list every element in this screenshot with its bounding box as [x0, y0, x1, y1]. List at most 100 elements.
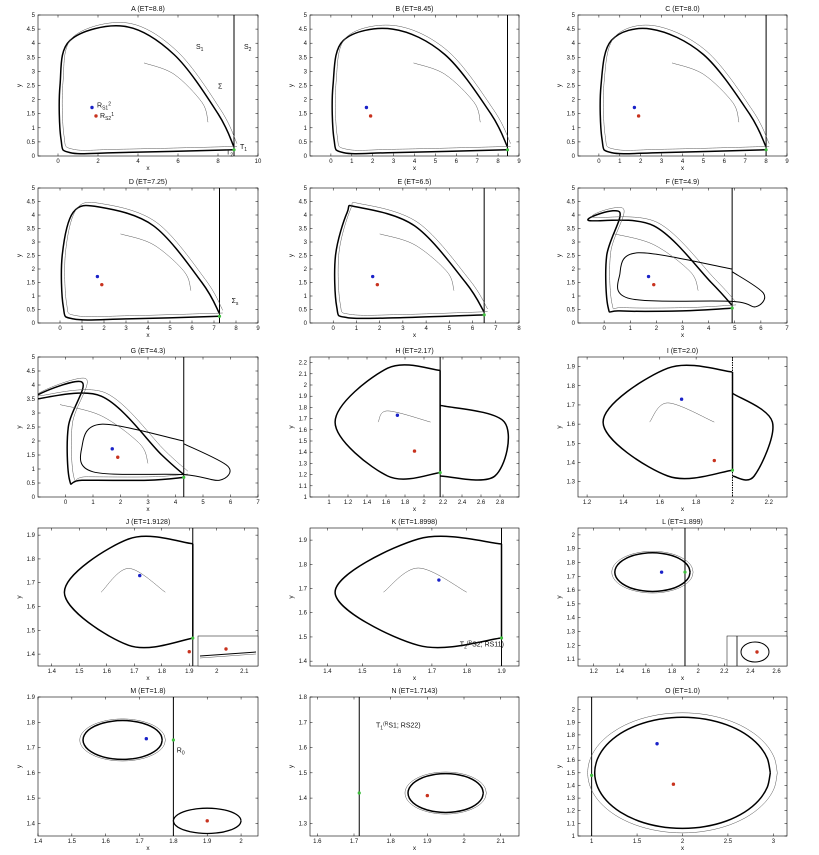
tangent-point-marker: [438, 471, 442, 475]
y-tick-label: 1.7: [27, 746, 36, 752]
y-tick-label: 1.2: [567, 809, 576, 815]
x-tick-label: 2.2: [720, 669, 729, 675]
inset-trajectory: [199, 651, 257, 657]
equilibrium-point-blue: [144, 737, 149, 741]
right-lobe: [439, 404, 510, 481]
inset: [197, 635, 259, 667]
y-tick-label: 4.5: [27, 200, 36, 206]
x-axis-label: x: [681, 332, 685, 339]
plot-area: [334, 528, 504, 666]
y-tick-label: 1.5: [27, 281, 36, 287]
panel-H: H (ET=2.17) 1 1.2 1.4 1.6 1.8 2 2.2 2.4 2.6 2.8 1 1.…: [288, 348, 520, 513]
equilibrium-point-blue: [395, 413, 400, 417]
y-tick-label: 2: [32, 439, 36, 445]
panel-title: C (ET=8.0): [665, 6, 699, 13]
y-tick-label: 1: [572, 834, 576, 840]
y-tick-label: 3.5: [567, 227, 576, 233]
x-tick-label: 8: [216, 159, 220, 165]
y-tick-label: 2.5: [299, 254, 308, 260]
x-tick-label: 2.6: [772, 669, 781, 675]
y-axis-label: y: [288, 253, 295, 257]
x-tick-label: 4: [681, 159, 685, 165]
x-tick-label: 1: [590, 839, 594, 845]
x-axis-label: x: [681, 165, 685, 172]
y-tick-label: 1.7: [299, 417, 308, 423]
x-tick-label: 1.4: [323, 669, 332, 675]
x-tick-label: 8: [234, 326, 238, 332]
y-axis-label: y: [288, 595, 295, 599]
x-tick-label: 2.4: [458, 500, 467, 506]
x-tick-label: 8: [517, 326, 521, 332]
x-tick-label: 2.1: [496, 839, 505, 845]
equilibrium-point-blue: [90, 105, 94, 110]
plot-area: [602, 357, 774, 497]
y-axis-label: y: [556, 253, 563, 257]
x-tick-label: 2: [681, 839, 685, 845]
x-tick-label: 1: [80, 326, 84, 332]
x-tick-label: 2: [371, 159, 375, 165]
panel-N: N (ET=1.7143) 1.6 1.7 1.8 1.9 2 2.1 1.3 1.4 1.5 1.…: [288, 688, 520, 852]
plot-area: [599, 15, 770, 156]
limit-cycle: [407, 772, 485, 814]
x-tick-label: 1.5: [68, 839, 77, 845]
annotation-label: T1(RS1; RS22): [376, 721, 421, 731]
plot-area: [58, 15, 238, 156]
y-tick-label: 1.7: [567, 403, 576, 409]
y-tick-label: 1.5: [567, 602, 576, 608]
trajectory-guide: [587, 712, 778, 834]
x-tick-label: 5: [434, 159, 438, 165]
y-tick-label: 1.5: [567, 281, 576, 287]
trajectory-guide: [404, 771, 487, 815]
y-tick-label: 3.5: [567, 55, 576, 61]
y-axis-label: y: [16, 253, 23, 257]
y-tick-label: 1.7: [567, 746, 576, 752]
y-tick-label: 1: [32, 126, 36, 132]
x-tick-label: 2.1: [240, 669, 249, 675]
y-tick-label: 2.5: [27, 254, 36, 260]
y-tick-label: 1.7: [299, 587, 308, 593]
limit-cycle: [602, 364, 733, 480]
limit-cycle: [593, 716, 772, 830]
annotation-label: RS21: [100, 112, 114, 122]
x-tick-label: 7: [212, 326, 216, 332]
tangent-point-marker: [191, 636, 195, 640]
y-tick-label: 1.8: [27, 557, 36, 563]
panel-A: A (ET=8.8) 0 2 4 6 8 10 0 0.5 1 1.5 2 2.5 3 3.5 4 4.5 5 x y…: [16, 6, 262, 172]
panel-title: F (ET=4.9): [666, 179, 700, 186]
x-tick-label: 7: [256, 500, 260, 506]
x-tick-label: 2: [697, 669, 701, 675]
y-tick-label: 1.9: [567, 365, 576, 371]
equilibrium-point-red: [712, 458, 717, 463]
y-tick-label: 1.1: [567, 657, 576, 663]
trajectory-guide: [603, 24, 770, 151]
plot-area: [587, 697, 778, 836]
plot-frame: [309, 14, 520, 157]
plot-frame: [309, 696, 520, 837]
equilibrium-point-blue: [371, 274, 375, 279]
x-tick-label: 1.2: [583, 500, 592, 506]
y-tick-label: 1.4: [299, 796, 308, 802]
x-tick-label: 4: [413, 159, 417, 165]
x-tick-label: 3: [772, 839, 776, 845]
y-tick-label: 3: [32, 69, 36, 75]
panel-C: C (ET=8.0) 0 1 2 3 4 5 6 7 8 9 0 0.5 1 1.5 2 2.5 3 3.5 4 4.5…: [556, 6, 789, 172]
equilibrium-point-red: [412, 449, 417, 453]
limit-cycle: [614, 552, 691, 593]
y-tick-label: 4: [304, 213, 308, 219]
x-tick-label: 2: [119, 500, 123, 506]
y-tick-label: 1.6: [299, 611, 308, 617]
x-tick-label: 1: [629, 326, 633, 332]
y-tick-label: 1.5: [27, 628, 36, 634]
equilibrium-point-blue: [679, 397, 684, 401]
x-axis-label: x: [146, 332, 150, 339]
x-tick-label: 5: [448, 326, 452, 332]
x-tick-label: 2.5: [724, 839, 733, 845]
y-tick-label: 2.5: [567, 84, 576, 90]
y-tick-label: 2: [304, 98, 308, 104]
y-tick-label: 1.9: [27, 695, 36, 701]
y-tick-label: 0: [572, 321, 576, 327]
x-tick-label: 6: [471, 326, 475, 332]
x-tick-label: 1.6: [382, 500, 391, 506]
x-tick-label: 1.8: [158, 669, 167, 675]
